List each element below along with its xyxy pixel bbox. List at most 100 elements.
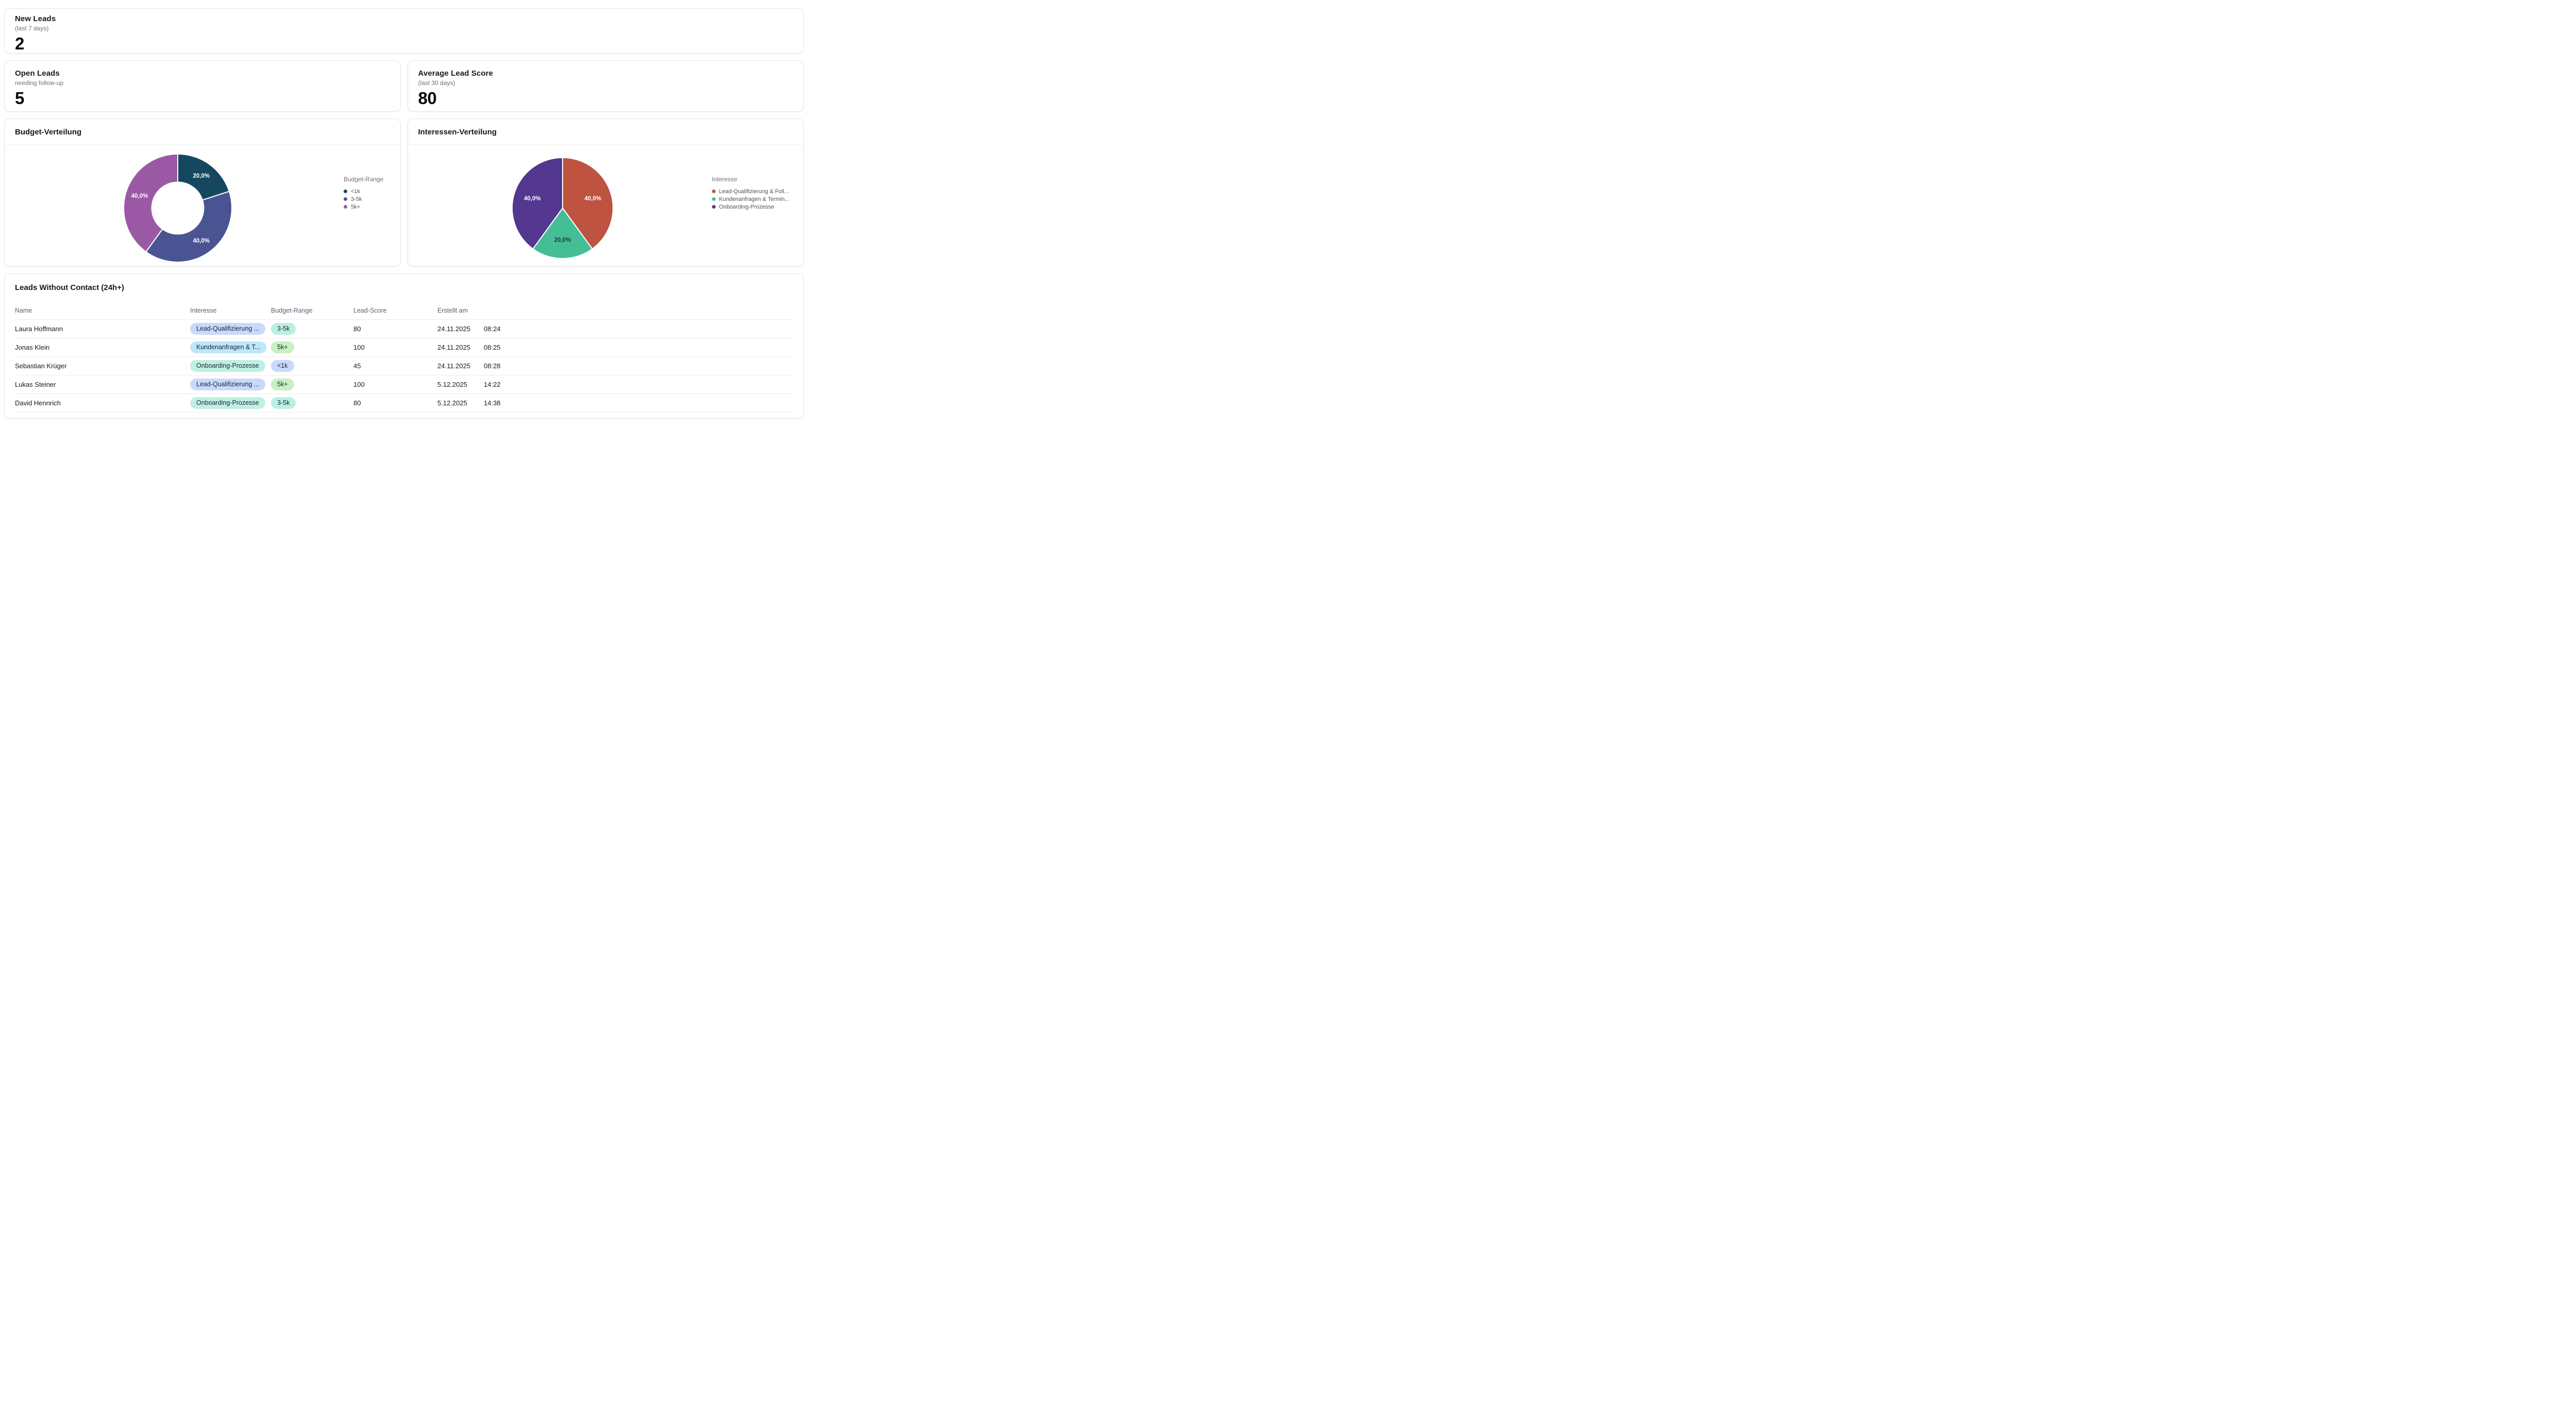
budget-legend: Budget-Range <1k 3-5k 5k+ (344, 176, 434, 211)
table-row[interactable]: Sebastian Krüger Onboarding-Prozesse <1k… (15, 356, 793, 375)
created-time: 08:24 (484, 319, 793, 338)
slice-percent-label: 20,0% (193, 173, 210, 179)
legend-label: 5k+ (351, 203, 361, 210)
column-header-name: Name (15, 295, 190, 320)
interest-pie-chart: 40,0% 20,0% 40,0% (511, 157, 614, 259)
lead-score: 80 (353, 319, 437, 338)
lead-name: Jonas Klein (15, 338, 190, 357)
legend-label: Lead-Qualifizierung & Foll... (719, 188, 789, 195)
legend-title: Budget-Range (344, 176, 384, 183)
table-header-row: Name Interesse Budget-Range Lead-Score E… (15, 295, 793, 320)
legend-label: 3-5k (351, 196, 362, 202)
legend-item[interactable]: Kundenanfragen & Termin... (711, 195, 802, 203)
kpi-subtitle: (last 30 days) (418, 79, 455, 87)
interesse-badge: Onboarding-Prozesse (190, 397, 265, 409)
pie-slice-1[interactable] (532, 208, 593, 259)
kpi-title: Average Lead Score (418, 69, 493, 78)
legend-dot-icon (344, 197, 347, 201)
interest-legend: Interesse Lead-Qualifizierung & Foll... … (711, 176, 802, 211)
chart-body: 40,0% 20,0% 40,0% Interesse Lead-Qualifizi… (408, 145, 804, 267)
created-date: 5.12.2025 (437, 393, 484, 413)
kpi-card-new-leads: New Leads (last 7 days) 2 (4, 8, 804, 54)
pie-slice-0[interactable] (562, 157, 614, 250)
interesse-badge: Kundenanfragen & T... (190, 341, 267, 353)
chart-title: Budget-Verteilung (15, 128, 82, 136)
chart-body: 20,0% 40,0% 40,0% Budget-Range <1k 3-5k 5k… (5, 145, 400, 267)
kpi-card-open-leads: Open Leads needing follow-up 5 (4, 60, 401, 112)
column-header-lead-score: Lead-Score (353, 295, 437, 320)
column-header-time (484, 295, 793, 320)
legend-label: Kundenanfragen & Termin... (719, 196, 790, 202)
interesse-badge: Lead-Qualifizierung ... (190, 379, 266, 390)
column-header-budget-range: Budget-Range (271, 295, 353, 320)
interest-distribution-card: Interessen-Verteilung 40,0% 20,0% 40,0% In… (407, 118, 804, 267)
pie-slice-0[interactable] (177, 153, 230, 201)
column-header-erstellt-am: Erstellt am (437, 295, 484, 320)
budget-range-badge: 3-5k (271, 323, 296, 335)
chart-card-header: Interessen-Verteilung (408, 119, 803, 145)
lead-name: Lukas Steiner (15, 375, 190, 394)
pie-slice-2[interactable] (511, 157, 563, 250)
kpi-value: 5 (15, 89, 24, 108)
legend-dot-icon (711, 190, 716, 193)
table-row[interactable]: David Hennrich Onboarding-Prozesse 3-5k … (15, 393, 793, 413)
kpi-card-average-lead-score: Average Lead Score (last 30 days) 80 (407, 60, 804, 112)
budget-donut-chart: 20,0% 40,0% 40,0% (123, 153, 232, 263)
budget-distribution-card: Budget-Verteilung 20,0% 40,0% 40,0% Budget… (4, 118, 401, 267)
table-title: Leads Without Contact (24h+) (15, 283, 124, 292)
budget-range-badge: 5k+ (271, 379, 294, 390)
leads-table: Name Interesse Budget-Range Lead-Score E… (15, 295, 793, 413)
charts-row: Budget-Verteilung 20,0% 40,0% 40,0% Budget… (4, 118, 804, 267)
created-date: 24.11.2025 (437, 338, 484, 357)
pie-slice-1[interactable] (145, 191, 232, 263)
legend-dot-icon (711, 205, 716, 209)
budget-range-badge: <1k (271, 360, 294, 372)
slice-percent-label: 20,0% (554, 237, 571, 244)
column-header-interesse: Interesse (190, 295, 271, 320)
table-row[interactable]: Lukas Steiner Lead-Qualifizierung ... 5k… (15, 375, 793, 394)
created-time: 08:25 (484, 338, 793, 357)
lead-score: 80 (353, 393, 437, 413)
legend-dot-icon (344, 190, 347, 193)
kpi-title: Open Leads (15, 69, 60, 78)
lead-score: 100 (353, 338, 437, 357)
legend-dot-icon (711, 197, 716, 201)
slice-percent-label: 40,0% (193, 238, 210, 244)
legend-item[interactable]: 3-5k (344, 195, 434, 203)
budget-range-badge: 5k+ (271, 341, 294, 353)
legend-item[interactable]: 5k+ (344, 203, 434, 211)
created-time: 14:38 (484, 393, 793, 413)
lead-name: Laura Hoffmann (15, 319, 190, 338)
lead-name: David Hennrich (15, 393, 190, 413)
created-time: 14:22 (484, 375, 793, 394)
chart-card-header: Budget-Verteilung (5, 119, 400, 145)
interesse-badge: Onboarding-Prozesse (190, 360, 265, 372)
kpi-value: 80 (418, 89, 437, 108)
legend-title: Interesse (711, 176, 737, 183)
legend-label: Onboarding-Prozesse (719, 203, 774, 210)
created-time: 08:28 (484, 356, 793, 375)
created-date: 24.11.2025 (437, 356, 484, 375)
chart-title: Interessen-Verteilung (418, 128, 497, 136)
table-row[interactable]: Laura Hoffmann Lead-Qualifizierung ... 3… (15, 319, 793, 338)
legend-item[interactable]: <1k (344, 187, 434, 195)
kpi-title: New Leads (15, 14, 56, 23)
lead-score: 45 (353, 356, 437, 375)
kpi-row: Open Leads needing follow-up 5 Average L… (4, 60, 804, 112)
slice-percent-label: 40,0% (523, 196, 540, 202)
leads-without-contact-card: Leads Without Contact (24h+) Name Intere… (4, 273, 804, 419)
kpi-value: 2 (15, 34, 24, 53)
budget-range-badge: 3-5k (271, 397, 296, 409)
slice-percent-label: 40,0% (131, 193, 148, 199)
created-date: 24.11.2025 (437, 319, 484, 338)
created-date: 5.12.2025 (437, 375, 484, 394)
table-row[interactable]: Jonas Klein Kundenanfragen & T... 5k+ 10… (15, 338, 793, 357)
legend-item[interactable]: Onboarding-Prozesse (711, 203, 802, 211)
kpi-subtitle: (last 7 days) (15, 25, 49, 32)
dashboard-page: New Leads (last 7 days) 2 Open Leads nee… (0, 0, 808, 422)
pie-slice-2[interactable] (123, 153, 178, 252)
kpi-subtitle: needing follow-up (15, 79, 64, 87)
legend-item[interactable]: Lead-Qualifizierung & Foll... (711, 187, 802, 195)
legend-label: <1k (351, 188, 361, 195)
lead-score: 100 (353, 375, 437, 394)
